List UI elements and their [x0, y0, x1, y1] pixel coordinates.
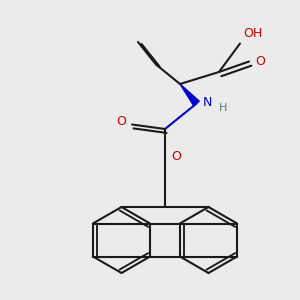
Polygon shape [180, 84, 199, 106]
Text: O: O [116, 115, 126, 128]
Text: O: O [171, 149, 181, 163]
Text: N: N [203, 95, 212, 109]
Text: O: O [256, 55, 266, 68]
Text: H: H [219, 103, 227, 113]
Text: OH: OH [244, 27, 263, 40]
